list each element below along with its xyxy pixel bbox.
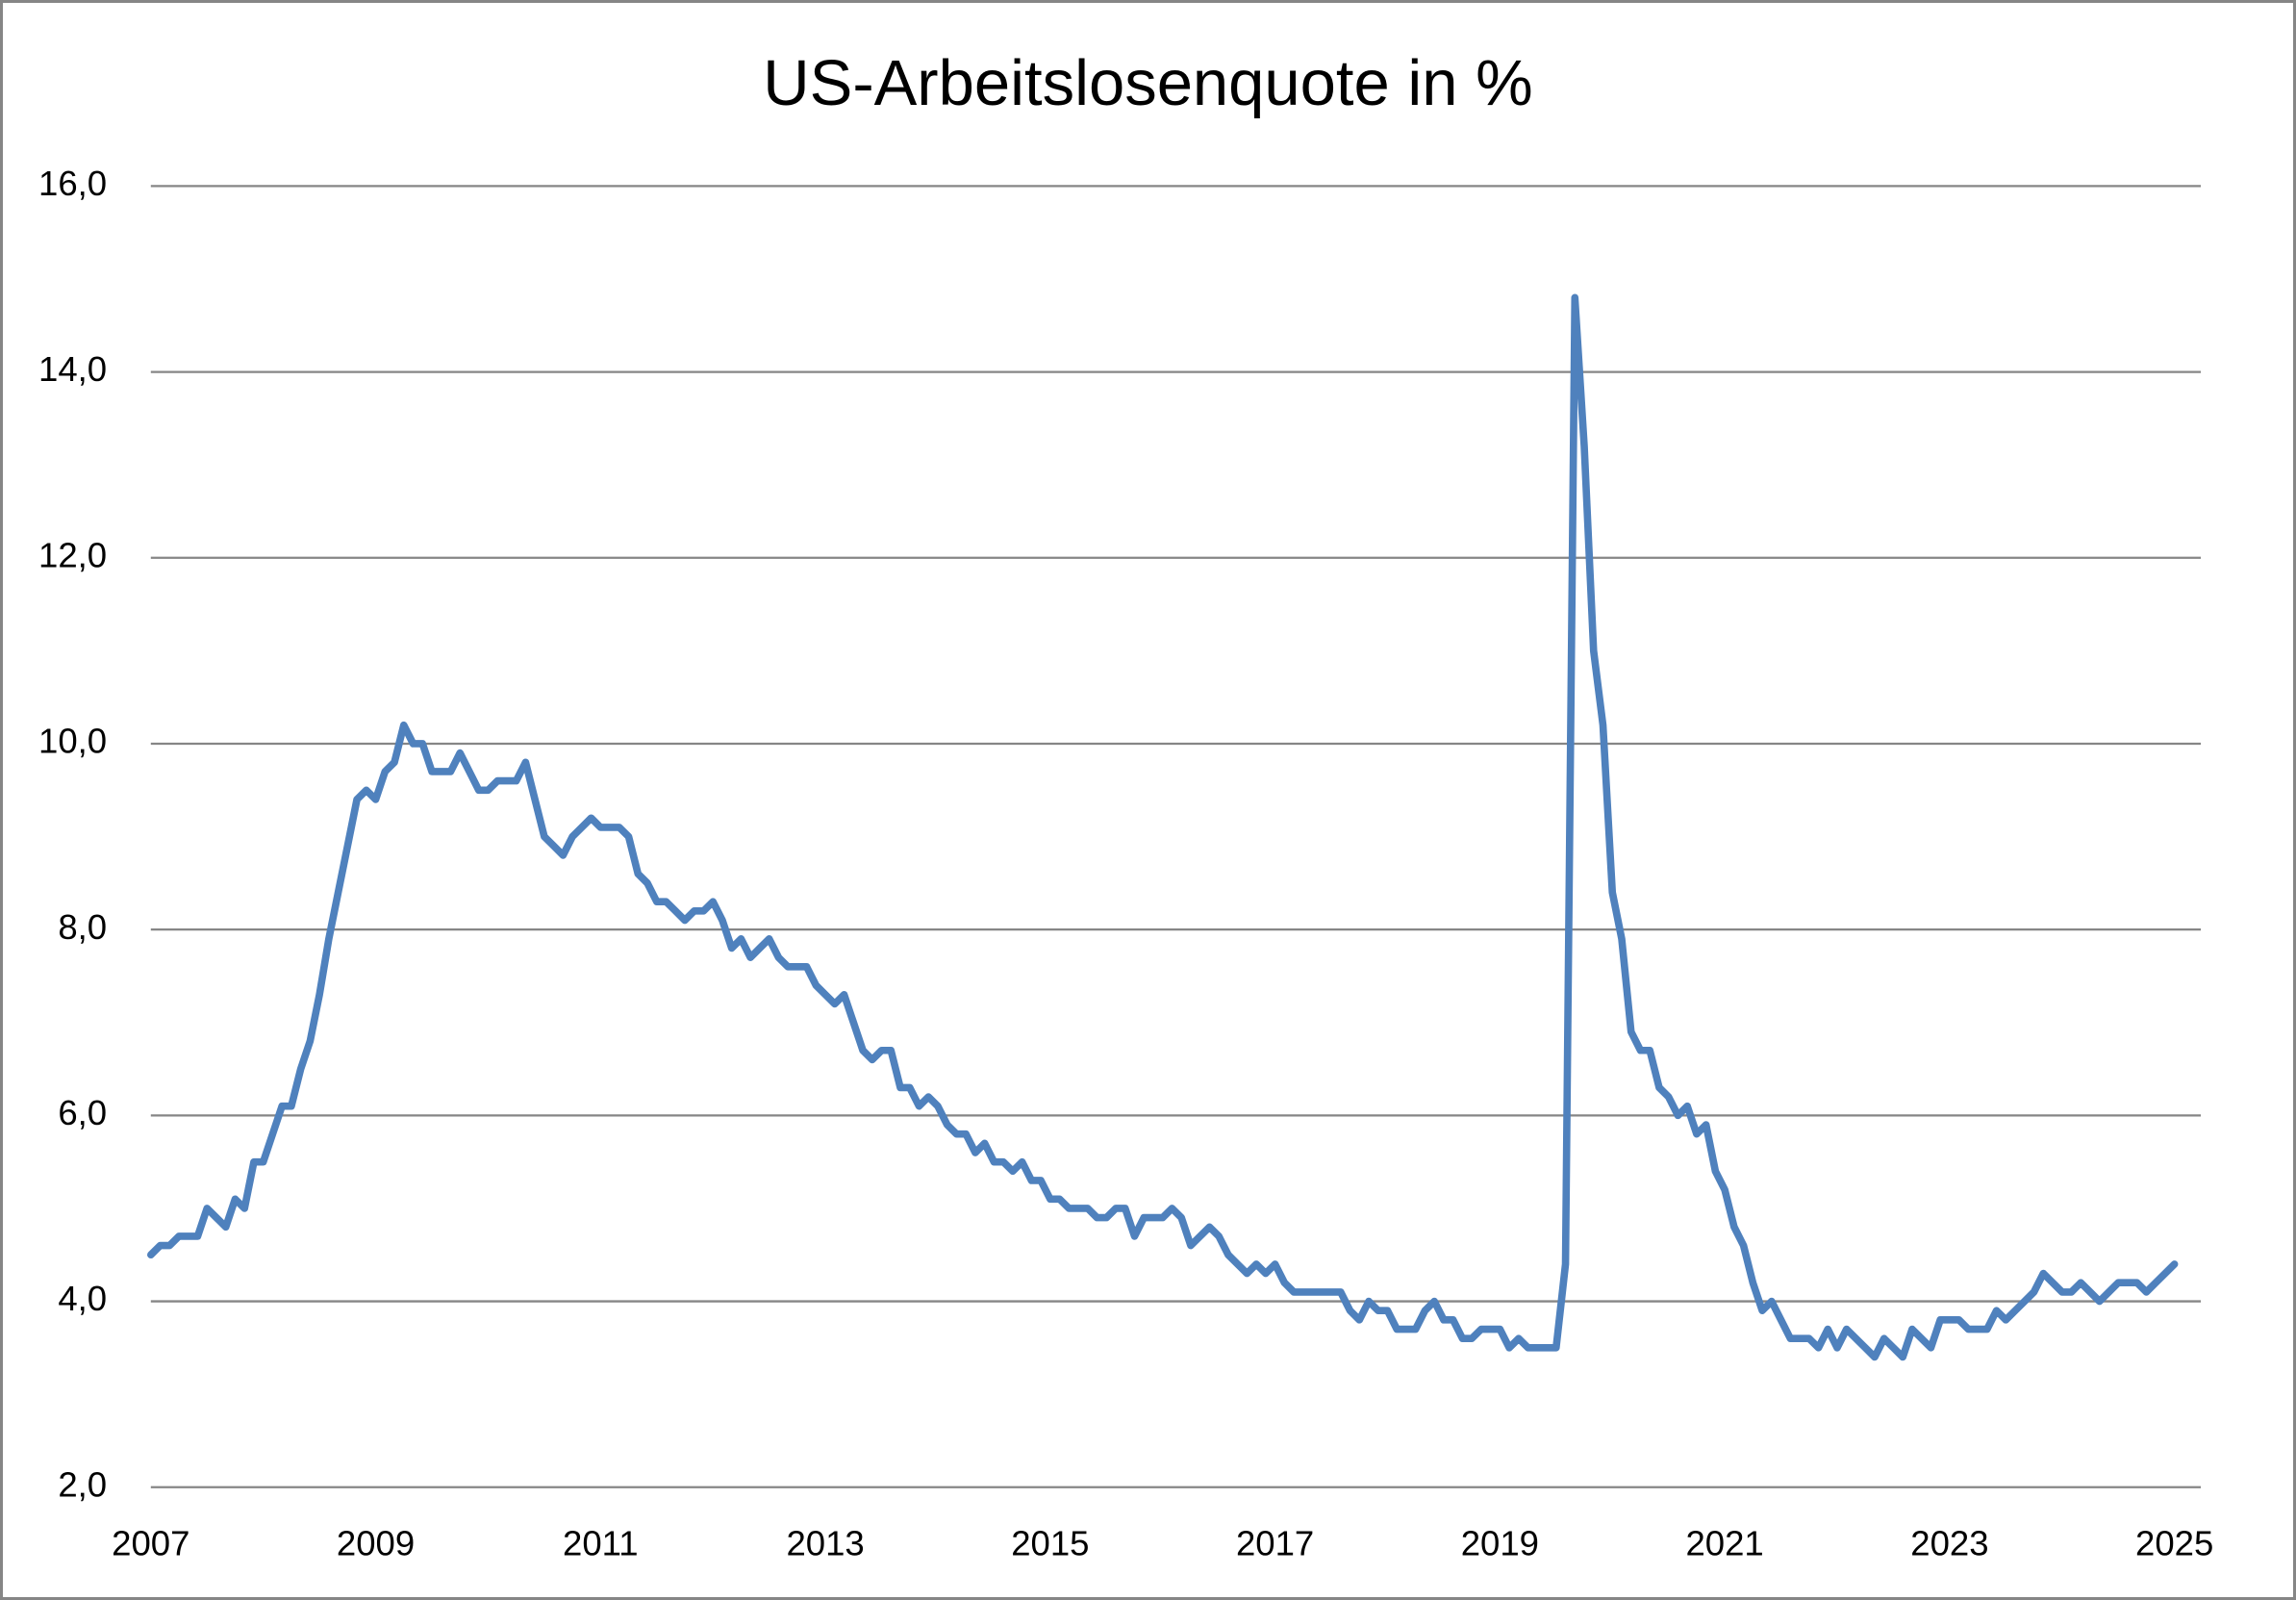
- y-tick-label: 16,0: [38, 164, 107, 203]
- y-tick-label: 10,0: [38, 722, 107, 761]
- y-tick-label: 6,0: [58, 1093, 107, 1132]
- x-tick-label: 2015: [1011, 1523, 1089, 1562]
- x-tick-label: 2009: [337, 1523, 415, 1562]
- x-tick-label: 2023: [1910, 1523, 1988, 1562]
- x-tick-label: 2025: [2135, 1523, 2213, 1562]
- x-tick-label: 2017: [1236, 1523, 1314, 1562]
- chart-title: US-Arbeitslosenquote in %: [763, 47, 1532, 119]
- data-line: [146, 293, 2179, 1361]
- y-tick-label: 2,0: [58, 1464, 107, 1504]
- y-tick-label: 4,0: [58, 1279, 107, 1318]
- x-tick-label: 2019: [1461, 1523, 1539, 1562]
- x-tick-label: 2011: [563, 1523, 639, 1562]
- x-tick-label: 2021: [1685, 1523, 1763, 1562]
- y-tick-label: 14,0: [38, 349, 107, 389]
- y-tick-label: 8,0: [58, 907, 107, 947]
- x-tick-label: 2013: [786, 1523, 864, 1562]
- y-tick-label: 12,0: [38, 535, 107, 574]
- x-tick-label: 2007: [112, 1523, 189, 1562]
